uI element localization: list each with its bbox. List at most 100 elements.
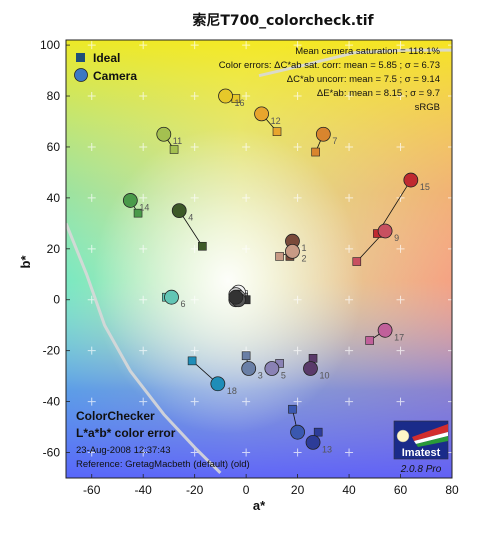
info-sat-corr: Color errors: ΔC*ab sat. corr: mean = 5.… xyxy=(219,60,440,71)
grid-mark xyxy=(87,244,96,253)
grid-mark xyxy=(139,448,148,457)
grid-mark xyxy=(293,193,302,202)
grid-mark xyxy=(139,41,148,50)
camera-marker-7 xyxy=(315,126,331,142)
patch-label-5: 5 xyxy=(281,371,286,381)
x-axis-label: a* xyxy=(253,498,266,513)
grid-mark xyxy=(87,142,96,151)
grid-mark xyxy=(139,346,148,355)
ideal-marker-8 xyxy=(288,404,297,414)
y-tick-label: -60 xyxy=(43,446,61,460)
x-axis-ticks: -60 -40 -20 0 20 40 60 80 xyxy=(83,474,459,497)
grid-mark xyxy=(139,92,148,101)
caption: ColorChecker L*a*b* color error 23-Aug-2… xyxy=(76,409,250,470)
grid-mark xyxy=(242,397,251,406)
grid-mark xyxy=(139,142,148,151)
grid-mark xyxy=(242,193,251,202)
y-axis-label: b* xyxy=(18,255,33,269)
grid-mark xyxy=(293,142,302,151)
grid-mark xyxy=(448,244,452,253)
patch-label-1: 1 xyxy=(301,243,306,253)
x-tick-label: 80 xyxy=(445,483,459,497)
camera-markers xyxy=(122,88,419,450)
patch-label-3: 3 xyxy=(258,371,263,381)
patch-label-17: 17 xyxy=(394,332,404,342)
ideal-marker-3 xyxy=(241,351,251,361)
gamut-curve-1 xyxy=(66,222,222,474)
grid-mark xyxy=(242,448,251,457)
grid-mark xyxy=(448,346,452,355)
camera-marker-11 xyxy=(156,126,172,142)
camera-marker-17 xyxy=(377,322,393,338)
gamut-curve-2 xyxy=(258,48,452,78)
patch-label-6: 6 xyxy=(181,299,186,309)
y-tick-label: 60 xyxy=(47,140,61,154)
grid-mark xyxy=(190,244,199,253)
patch-label-15: 15 xyxy=(420,182,430,192)
patch-label-16: 16 xyxy=(235,98,245,108)
y-axis-ticks: -60 -40 -20 0 20 40 60 80 100 xyxy=(40,38,70,460)
grid-mark xyxy=(190,448,199,457)
grid-mark xyxy=(345,448,354,457)
grid-mark xyxy=(293,295,302,304)
ideal-marker-7 xyxy=(311,147,320,157)
camera-marker-10 xyxy=(303,361,318,376)
x-tick-label: -20 xyxy=(186,483,204,497)
caption-date: 23-Aug-2008 12:37:43 xyxy=(76,445,171,456)
grid-mark xyxy=(293,92,302,101)
legend-camera-label: Camera xyxy=(93,69,137,83)
x-tick-label: 0 xyxy=(243,483,250,497)
camera-marker-15 xyxy=(403,172,419,188)
grid-mark xyxy=(345,346,354,355)
grid-mark xyxy=(345,92,354,101)
grid-mark xyxy=(87,448,96,457)
grid-mark xyxy=(396,244,405,253)
grid-mark xyxy=(87,193,96,202)
patch-label-14: 14 xyxy=(139,202,149,212)
camera-marker-4 xyxy=(171,203,187,219)
grid-mark xyxy=(293,448,302,457)
patch-label-10: 10 xyxy=(319,371,329,381)
grid-mark xyxy=(293,41,302,50)
grid-mark xyxy=(87,346,96,355)
grid-mark xyxy=(448,295,452,304)
grid-mark xyxy=(242,244,251,253)
grid-mark xyxy=(190,295,199,304)
grid-mark xyxy=(448,41,452,50)
chart-title: 索尼T700_colorcheck.tif xyxy=(192,12,374,29)
grid-mark xyxy=(87,397,96,406)
grid-mark xyxy=(345,244,354,253)
grid-mark xyxy=(448,193,452,202)
ideal-marker-2 xyxy=(275,252,284,261)
grid-mark xyxy=(190,41,199,50)
patch-label-13: 13 xyxy=(322,444,332,454)
y-tick-label: 100 xyxy=(40,38,60,52)
y-tick-label: -40 xyxy=(43,395,61,409)
grid-mark xyxy=(345,295,354,304)
info-uncorr: ΔC*ab uncorr: mean = 7.5 ; σ = 9.14 xyxy=(287,74,440,85)
grid-mark xyxy=(139,193,148,202)
grid-mark xyxy=(448,92,452,101)
grid-mark xyxy=(448,448,452,457)
info-colorspace: sRGB xyxy=(415,102,440,113)
info-saturation: Mean camera saturation = 118.1% xyxy=(295,46,440,57)
x-tick-label: -40 xyxy=(135,483,153,497)
grid-mark xyxy=(293,397,302,406)
grid-mark xyxy=(396,295,405,304)
patch-label-7: 7 xyxy=(332,136,337,146)
grid-mark xyxy=(87,92,96,101)
grid-mark xyxy=(345,397,354,406)
patch-label-11: 11 xyxy=(173,136,182,146)
grid-mark xyxy=(396,41,405,50)
ideal-marker-18 xyxy=(187,356,197,366)
camera-marker-2 xyxy=(285,243,300,259)
grid-mark xyxy=(190,346,199,355)
logo-version: 2.0.8 Pro xyxy=(400,464,442,475)
ideal-marker-14 xyxy=(133,208,143,218)
grid-mark xyxy=(396,92,405,101)
camera-marker-16 xyxy=(218,88,233,104)
ideal-marker-13 xyxy=(313,427,323,437)
camera-marker-6 xyxy=(164,289,179,305)
